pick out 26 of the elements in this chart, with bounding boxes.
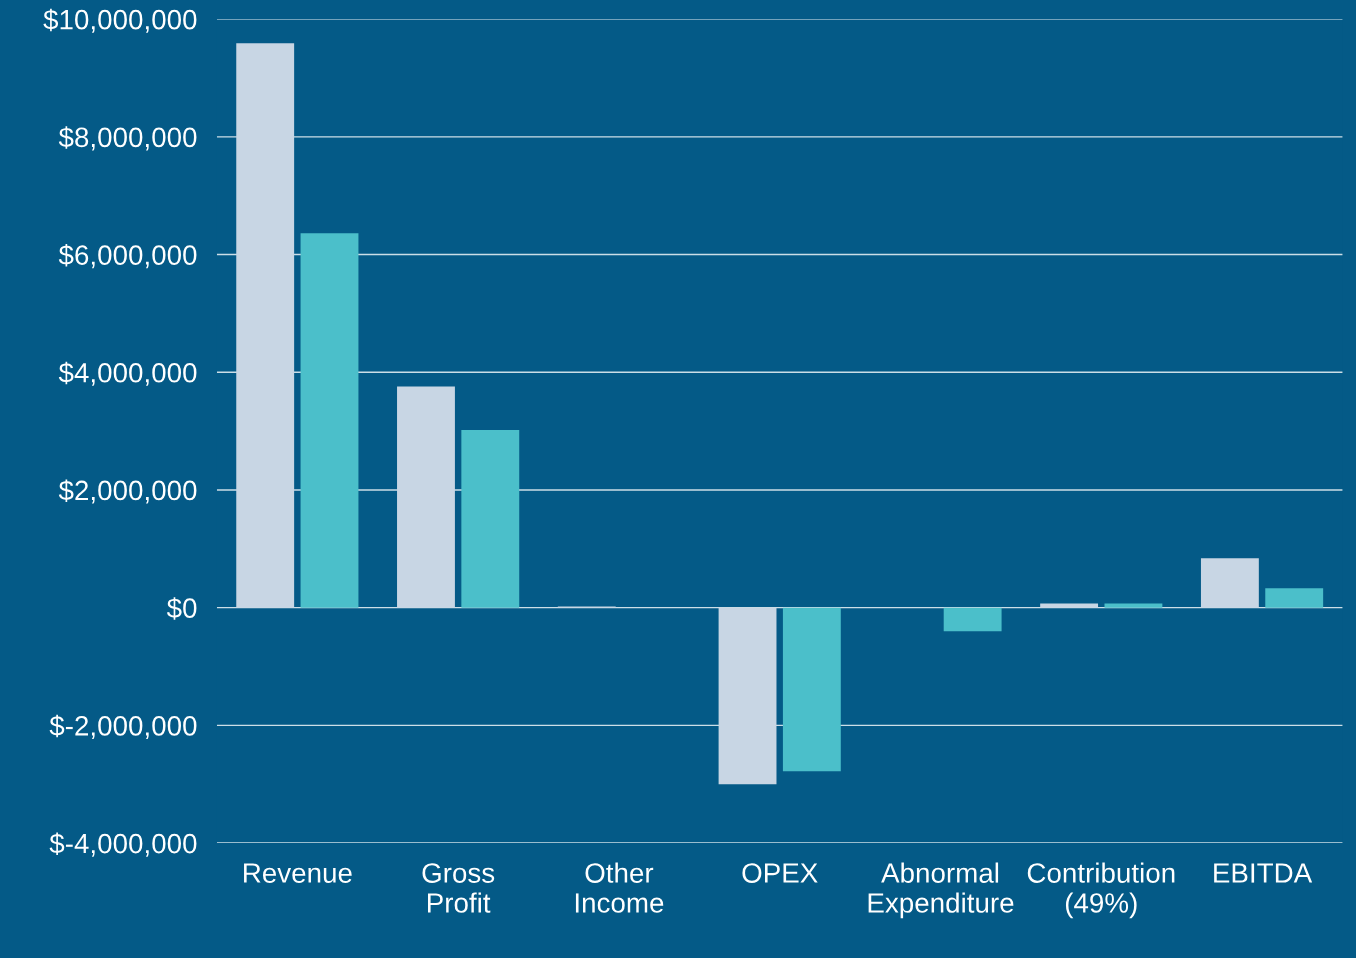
y-tick-label: $8,000,000	[58, 126, 197, 151]
x-tick-label: Other Income	[575, 862, 664, 913]
x-tick-label: Contribution (49%)	[1027, 862, 1175, 919]
y-tick-label: $-2,000,000	[49, 714, 197, 739]
bar	[718, 607, 777, 785]
y-tick-label: $6,000,000	[58, 244, 197, 269]
y-tick-label: $-4,000,000	[49, 832, 197, 857]
bar	[1265, 588, 1324, 608]
bar	[1104, 603, 1163, 608]
y-tick-label: $2,000,000	[58, 479, 197, 504]
y-tick-label: $10,000,000	[43, 8, 197, 33]
bar	[782, 607, 841, 772]
bar	[1200, 558, 1259, 608]
bar	[943, 607, 1002, 632]
x-tick-label: Revenue	[244, 863, 352, 883]
x-tick-label: Abnormal Expenditure	[868, 862, 1014, 919]
bar	[461, 429, 520, 608]
x-tick-label: Gross Profit	[422, 863, 495, 913]
bar	[1040, 603, 1099, 608]
x-tick-label: OPEX	[742, 863, 818, 883]
bar	[300, 233, 359, 608]
y-tick-label: $0	[166, 597, 197, 620]
x-tick-label: EBITDA	[1214, 863, 1313, 883]
bar	[236, 43, 295, 608]
bar	[397, 386, 455, 608]
y-tick-label: $4,000,000	[58, 361, 197, 386]
